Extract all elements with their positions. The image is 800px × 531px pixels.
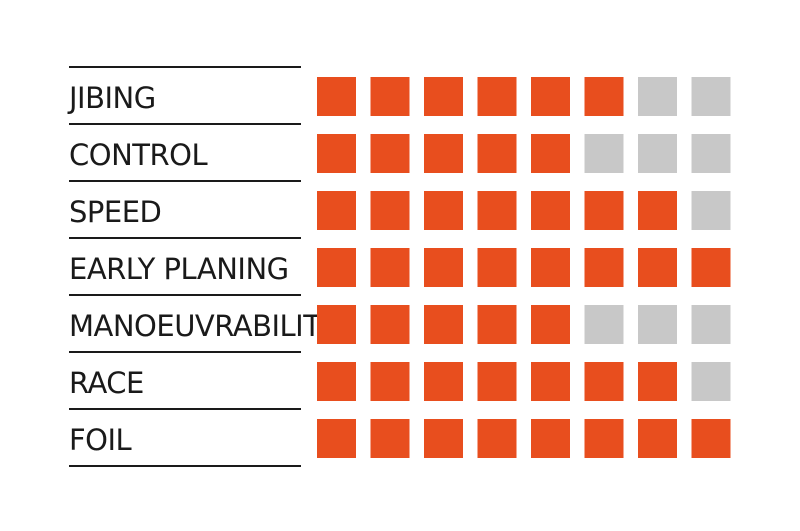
rating-square-filled (531, 77, 570, 116)
rating-square-filled (691, 248, 731, 287)
rating-label: FOIL (69, 423, 132, 457)
rating-row: FOIL (69, 419, 731, 467)
rating-square-filled (477, 305, 517, 344)
rating-square-filled (424, 362, 463, 401)
rating-square-filled (638, 191, 677, 230)
rating-square-empty (691, 134, 731, 173)
rating-square-filled (638, 362, 677, 401)
rating-square-filled (317, 248, 356, 287)
rating-square-filled (584, 248, 624, 287)
rating-square-filled (370, 305, 410, 344)
rating-square-empty (638, 305, 677, 344)
rating-label: JIBING (67, 81, 156, 115)
rating-square-empty (691, 191, 731, 230)
rating-square-filled (317, 134, 356, 173)
rating-square-filled (424, 248, 463, 287)
rating-square-empty (638, 134, 677, 173)
rating-square-filled (370, 362, 410, 401)
rating-square-filled (317, 362, 356, 401)
rating-square-filled (638, 248, 677, 287)
rating-square-filled (531, 191, 570, 230)
rating-square-filled (584, 362, 624, 401)
rating-square-empty (691, 77, 731, 116)
rating-square-filled (531, 134, 570, 173)
rating-square-filled (584, 191, 624, 230)
rating-square-filled (370, 419, 410, 458)
rating-label: MANOEUVRABILITY (69, 309, 338, 343)
rating-square-filled (370, 134, 410, 173)
rating-square-filled (477, 419, 517, 458)
rating-square-filled (477, 134, 517, 173)
rating-square-filled (638, 419, 677, 458)
rating-square-filled (531, 362, 570, 401)
rating-row: RACE (69, 362, 731, 410)
rating-square-empty (584, 134, 624, 173)
rating-square-filled (424, 419, 463, 458)
rating-square-filled (317, 191, 356, 230)
rating-row: CONTROL (69, 134, 731, 182)
rating-square-empty (691, 362, 731, 401)
rating-square-empty (638, 77, 677, 116)
rating-label: CONTROL (69, 138, 207, 172)
rating-row: MANOEUVRABILITY (69, 305, 731, 353)
rating-square-filled (317, 77, 356, 116)
rating-square-filled (424, 305, 463, 344)
rating-square-filled (477, 248, 517, 287)
rating-row: EARLY PLANING (69, 248, 731, 296)
rating-square-filled (531, 419, 570, 458)
rating-square-filled (531, 248, 570, 287)
rating-square-filled (477, 362, 517, 401)
rating-label: RACE (69, 366, 144, 400)
rating-square-empty (584, 305, 624, 344)
rating-rows: JIBING CONTROL SPEED EARLY PLANING MANOEUVRA… (67, 66, 731, 467)
rating-square-filled (370, 77, 410, 116)
rating-square-filled (691, 419, 731, 458)
rating-square-filled (370, 248, 410, 287)
rating-square-filled (584, 77, 624, 116)
rating-square-filled (317, 419, 356, 458)
rating-row: JIBING (67, 77, 731, 125)
rating-square-filled (317, 305, 356, 344)
rating-square-empty (691, 305, 731, 344)
rating-square-filled (477, 77, 517, 116)
rating-square-filled (424, 77, 463, 116)
rating-square-filled (370, 191, 410, 230)
rating-square-filled (584, 419, 624, 458)
rating-square-filled (531, 305, 570, 344)
rating-row: SPEED (69, 191, 731, 239)
rating-label: SPEED (69, 195, 161, 229)
rating-square-filled (424, 134, 463, 173)
rating-square-filled (477, 191, 517, 230)
rating-label: EARLY PLANING (69, 252, 289, 286)
rating-square-filled (424, 191, 463, 230)
